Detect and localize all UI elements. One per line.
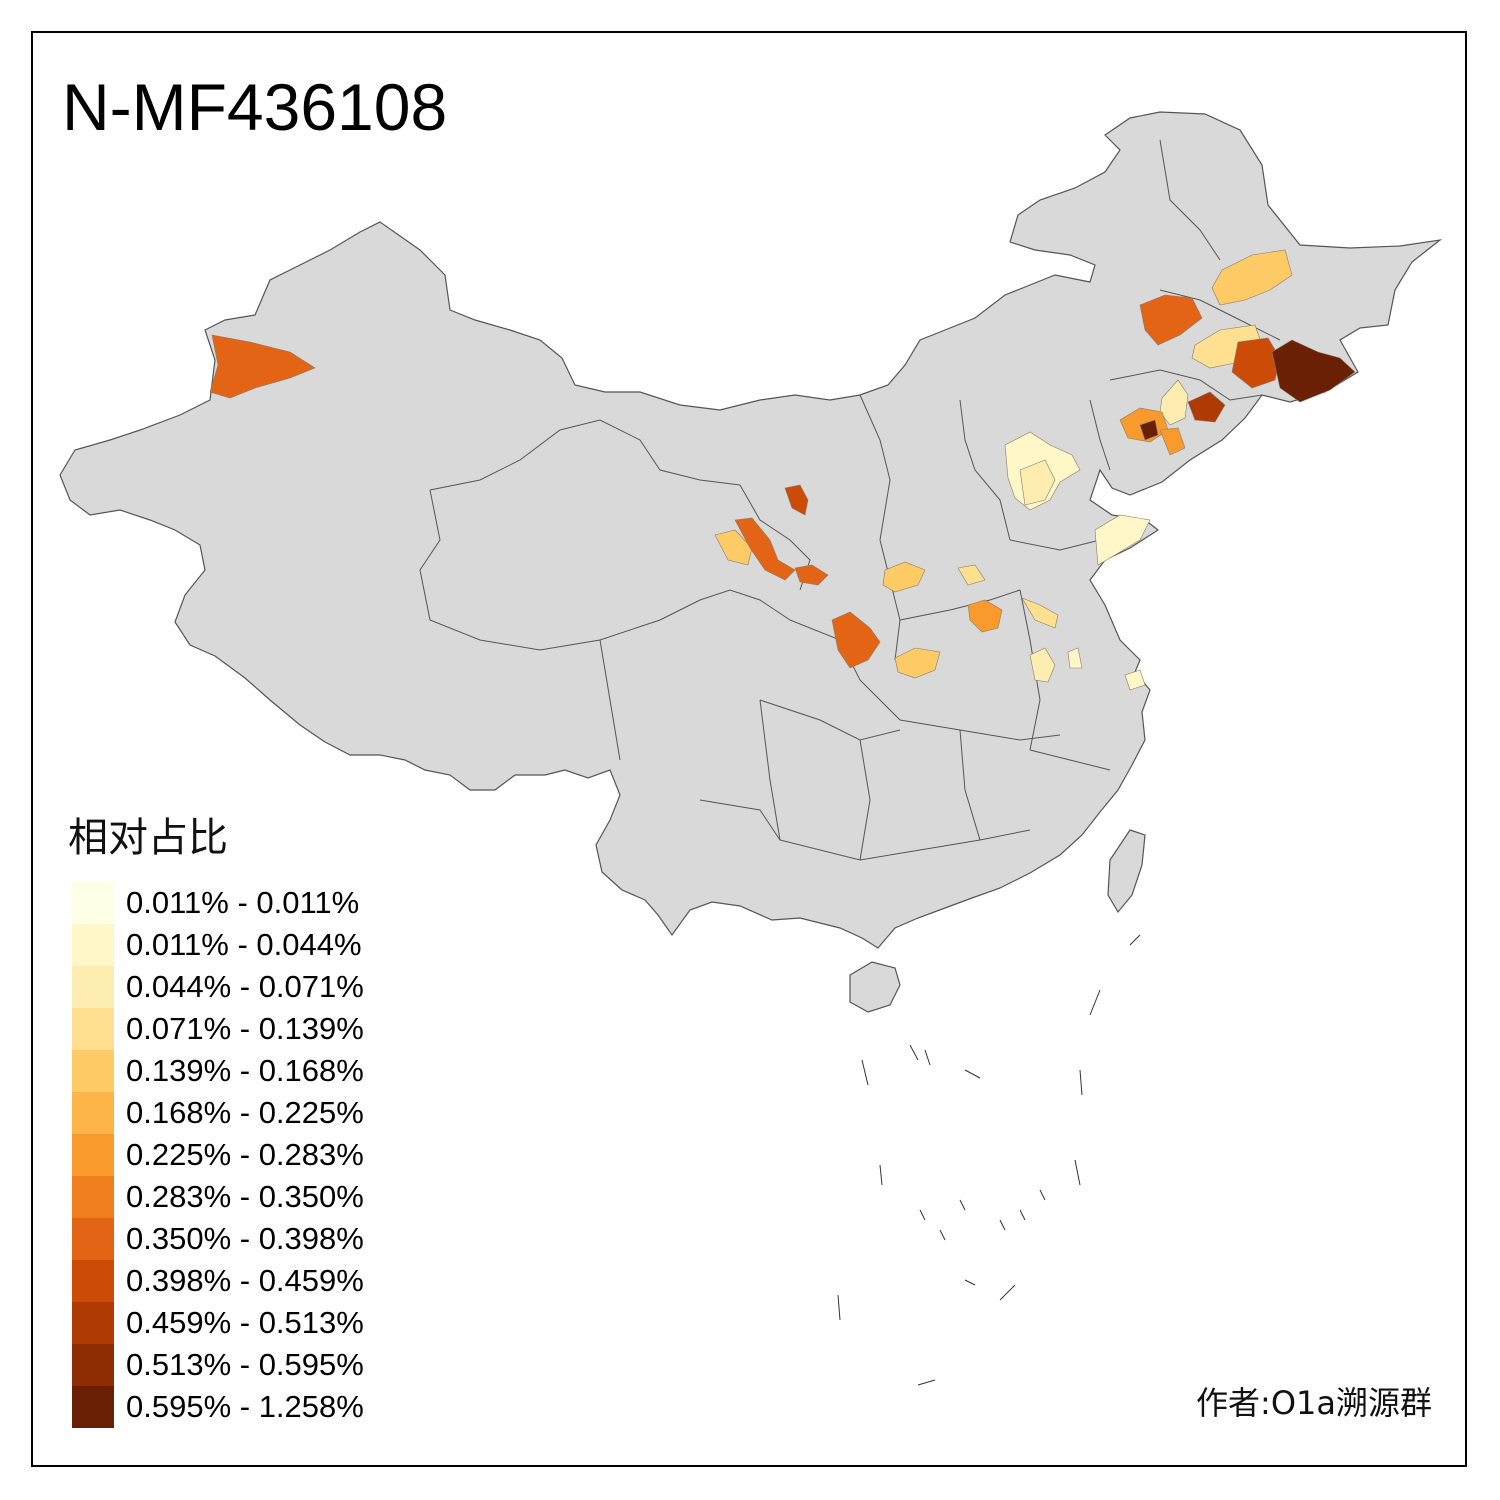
region-liaoning-e [1159, 427, 1186, 456]
region-shaanxi-north [882, 561, 926, 593]
legend-swatch [72, 1176, 114, 1218]
legend-item: 0.459% - 0.513% [72, 1302, 364, 1344]
region-shandong-east [1094, 514, 1151, 566]
legend-label: 0.595% - 1.258% [126, 1389, 364, 1424]
legend-label: 0.044% - 0.071% [126, 969, 364, 1004]
taiwan-island [1107, 829, 1146, 914]
legend-label: 0.283% - 0.350% [126, 1179, 364, 1214]
region-ningxia [784, 484, 809, 516]
map-title: N-MF436108 [62, 70, 448, 144]
region-heilongjiang-a [1211, 249, 1293, 306]
legend-item: 0.168% - 0.225% [72, 1092, 364, 1134]
legend-label: 0.011% - 0.011% [126, 885, 360, 920]
legend-item: 0.011% - 0.044% [72, 924, 364, 966]
region-gansu-b [734, 517, 796, 581]
highlighted-regions [209, 249, 1356, 691]
legend-swatch [72, 1218, 114, 1260]
region-henan-a [967, 599, 1003, 633]
legend-label: 0.350% - 0.398% [126, 1221, 364, 1256]
region-xinjiang-ili [209, 334, 316, 399]
legend-title: 相对占比 [68, 815, 228, 861]
legend-item: 0.044% - 0.071% [72, 966, 364, 1008]
legend-item: 0.350% - 0.398% [72, 1218, 364, 1260]
region-liaoning-b [1187, 391, 1226, 423]
region-henan-b [1021, 597, 1059, 629]
legend: 0.011% - 0.011% 0.011% - 0.044% 0.044% -… [72, 882, 364, 1428]
legend-label: 0.168% - 0.225% [126, 1095, 364, 1130]
region-liaoning-d [1139, 419, 1159, 441]
legend-item: 0.513% - 0.595% [72, 1344, 364, 1386]
south-sea-islands [837, 934, 1141, 1386]
legend-swatch [72, 1302, 114, 1344]
region-anhui-a [1029, 647, 1056, 683]
region-inner-mongolia-east [1139, 294, 1203, 346]
legend-item: 0.011% - 0.011% [72, 882, 364, 924]
legend-item: 0.595% - 1.258% [72, 1386, 364, 1428]
legend-swatch [72, 1386, 114, 1428]
legend-swatch [72, 1092, 114, 1134]
legend-item: 0.398% - 0.459% [72, 1260, 364, 1302]
legend-swatch [72, 1008, 114, 1050]
map-frame [31, 31, 1467, 1467]
legend-item: 0.071% - 0.139% [72, 1008, 364, 1050]
region-shaanxi-south [894, 647, 941, 679]
hainan-island [849, 961, 901, 1013]
legend-label: 0.513% - 0.595% [126, 1347, 364, 1382]
region-hebei-south [1019, 459, 1056, 506]
region-gansu-c [794, 564, 829, 586]
legend-item: 0.283% - 0.350% [72, 1176, 364, 1218]
region-anhui-b [1067, 647, 1083, 669]
author-credit: 作者:O1a溯源群 [1196, 1384, 1432, 1422]
legend-swatch [72, 882, 114, 924]
legend-item: 0.139% - 0.168% [72, 1050, 364, 1092]
legend-label: 0.011% - 0.044% [126, 927, 362, 962]
legend-label: 0.459% - 0.513% [126, 1305, 364, 1340]
region-gansu-a [714, 529, 753, 566]
legend-label: 0.398% - 0.459% [126, 1263, 364, 1298]
legend-label: 0.139% - 0.168% [126, 1053, 364, 1088]
legend-swatch [72, 1050, 114, 1092]
legend-swatch [72, 1134, 114, 1176]
region-shanxi-south [957, 564, 986, 586]
legend-item: 0.225% - 0.283% [72, 1134, 364, 1176]
legend-swatch [72, 966, 114, 1008]
region-jilin-b [1231, 337, 1281, 389]
region-yanbian [1271, 339, 1356, 403]
legend-swatch [72, 924, 114, 966]
legend-swatch [72, 1344, 114, 1386]
region-shanghai [1124, 669, 1146, 691]
legend-swatch [72, 1260, 114, 1302]
region-sichuan-north [831, 611, 881, 669]
legend-label: 0.225% - 0.283% [126, 1137, 364, 1172]
legend-label: 0.071% - 0.139% [126, 1011, 364, 1046]
